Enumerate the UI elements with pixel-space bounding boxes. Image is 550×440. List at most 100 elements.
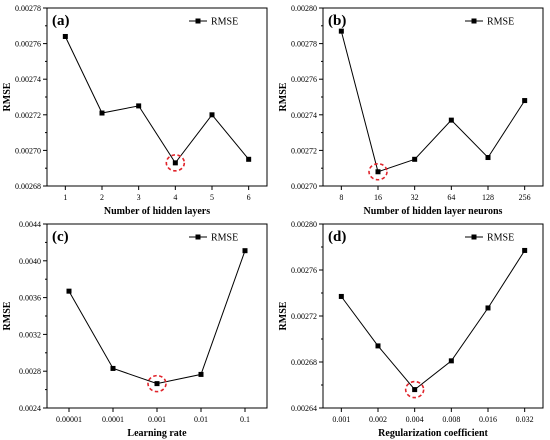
data-point bbox=[375, 169, 381, 175]
data-point bbox=[110, 365, 116, 371]
y-tick-label: 0.00280 bbox=[291, 220, 317, 229]
data-point bbox=[246, 156, 252, 162]
y-tick-label: 0.00278 bbox=[291, 40, 317, 49]
y-tick-label: 0.0028 bbox=[19, 367, 41, 376]
x-tick-label: 0.001 bbox=[332, 415, 350, 424]
x-tick-label: 0.00001 bbox=[56, 415, 82, 424]
y-tick-label: 0.00278 bbox=[15, 4, 41, 13]
x-tick-label: 0.008 bbox=[442, 415, 460, 424]
y-tick-label: 0.0032 bbox=[19, 330, 41, 339]
x-tick-label: 0.002 bbox=[369, 415, 387, 424]
y-tick-label: 0.00274 bbox=[15, 75, 41, 84]
y-tick-label: 0.00272 bbox=[291, 312, 317, 321]
legend-label: RMSE bbox=[487, 17, 514, 28]
data-point bbox=[209, 112, 215, 118]
data-point bbox=[412, 387, 418, 393]
y-axis-title: RMSE bbox=[2, 82, 13, 111]
y-tick-label: 0.00272 bbox=[15, 111, 41, 120]
y-tick-label: 0.0044 bbox=[19, 220, 41, 229]
x-axis-title: Regularization coefficient bbox=[378, 428, 488, 439]
y-tick-label: 0.00270 bbox=[15, 146, 41, 155]
x-axis-title: Number of hidden layer neurons bbox=[364, 206, 503, 217]
data-point bbox=[522, 247, 528, 253]
chart-panel-2: 0.00270 0.00272 0.00274 0.00276 0.00278 0.002… bbox=[278, 4, 544, 217]
y-tick-label: 0.0024 bbox=[19, 404, 41, 413]
x-tick-label: 1 bbox=[63, 193, 67, 202]
x-tick-label: 0.1 bbox=[240, 415, 250, 424]
data-point bbox=[485, 305, 491, 311]
x-tick-label: 0.001 bbox=[148, 415, 166, 424]
x-tick-label: 64 bbox=[447, 193, 455, 202]
legend-marker bbox=[195, 18, 201, 24]
x-tick-label: 16 bbox=[374, 193, 382, 202]
data-point bbox=[242, 248, 248, 254]
series-line-rmse bbox=[64, 36, 250, 164]
x-axis-title: Learning rate bbox=[127, 428, 187, 439]
series-line-rmse bbox=[340, 30, 526, 173]
x-tick-label: 128 bbox=[482, 193, 494, 202]
legend-marker bbox=[471, 18, 477, 24]
data-point bbox=[99, 110, 105, 116]
x-tick-label: 2 bbox=[100, 193, 104, 202]
x-tick-label: 5 bbox=[210, 193, 214, 202]
panel-label: (b) bbox=[328, 13, 346, 29]
data-point bbox=[485, 155, 491, 161]
y-tick-label: 0.00264 bbox=[291, 404, 317, 413]
y-tick-label: 0.00270 bbox=[291, 182, 317, 191]
y-tick-label: 0.00276 bbox=[291, 75, 317, 84]
x-tick-label: 3 bbox=[137, 193, 141, 202]
chart-panel-4: 0.00264 0.00268 0.00272 0.00276 0.00280 0.001… bbox=[278, 220, 544, 439]
chart-panel-3: 0.0024 0.0028 0.0032 0.0036 0.0040 0.0044 0.00… bbox=[2, 220, 268, 439]
x-tick-label: 4 bbox=[173, 193, 177, 202]
y-tick-label: 0.00268 bbox=[15, 182, 41, 191]
legend-marker bbox=[195, 234, 201, 240]
x-tick-label: 0.032 bbox=[516, 415, 534, 424]
y-tick-label: 0.00272 bbox=[291, 146, 317, 155]
data-point bbox=[338, 293, 344, 299]
data-point bbox=[154, 381, 160, 387]
data-point bbox=[66, 288, 72, 294]
y-axis-title: RMSE bbox=[278, 301, 289, 330]
x-tick-label: 0.016 bbox=[479, 415, 497, 424]
data-point bbox=[338, 28, 344, 34]
x-tick-label: 256 bbox=[519, 193, 531, 202]
series-line-rmse bbox=[68, 250, 246, 385]
x-tick-label: 32 bbox=[411, 193, 419, 202]
data-point bbox=[172, 160, 178, 166]
panel-label: (a) bbox=[52, 13, 70, 29]
y-tick-label: 0.00276 bbox=[15, 40, 41, 49]
legend-label: RMSE bbox=[211, 233, 238, 244]
y-tick-label: 0.00276 bbox=[291, 266, 317, 275]
optimum-highlight-circle bbox=[368, 162, 388, 181]
plot-frame bbox=[322, 7, 544, 187]
plot-frame bbox=[46, 223, 268, 409]
legend-marker bbox=[471, 234, 477, 240]
y-tick-label: 0.00274 bbox=[291, 111, 317, 120]
x-axis-title: Number of hidden layers bbox=[104, 206, 210, 217]
data-point bbox=[136, 103, 142, 109]
y-axis-title: RMSE bbox=[2, 301, 13, 330]
optimum-highlight-circle bbox=[147, 374, 167, 393]
data-point bbox=[198, 371, 204, 377]
legend-label: RMSE bbox=[487, 233, 514, 244]
x-tick-label: 0.0001 bbox=[102, 415, 124, 424]
x-tick-label: 0.004 bbox=[406, 415, 424, 424]
legend-label: RMSE bbox=[211, 17, 238, 28]
data-point bbox=[375, 343, 381, 349]
optimum-highlight-circle bbox=[404, 380, 425, 399]
y-tick-label: 0.0040 bbox=[19, 257, 41, 266]
optimum-highlight-circle bbox=[165, 154, 186, 172]
data-point bbox=[412, 156, 418, 162]
series-line-rmse bbox=[340, 250, 526, 391]
y-tick-label: 0.0036 bbox=[19, 294, 41, 303]
data-point bbox=[448, 358, 454, 364]
x-tick-label: 0.01 bbox=[194, 415, 208, 424]
data-point bbox=[62, 33, 68, 39]
plot-frame bbox=[46, 7, 268, 187]
data-point bbox=[522, 98, 528, 104]
panel-label: (d) bbox=[328, 229, 346, 245]
y-axis-title: RMSE bbox=[278, 82, 289, 111]
panel-label: (c) bbox=[52, 229, 69, 245]
data-point bbox=[448, 117, 454, 123]
